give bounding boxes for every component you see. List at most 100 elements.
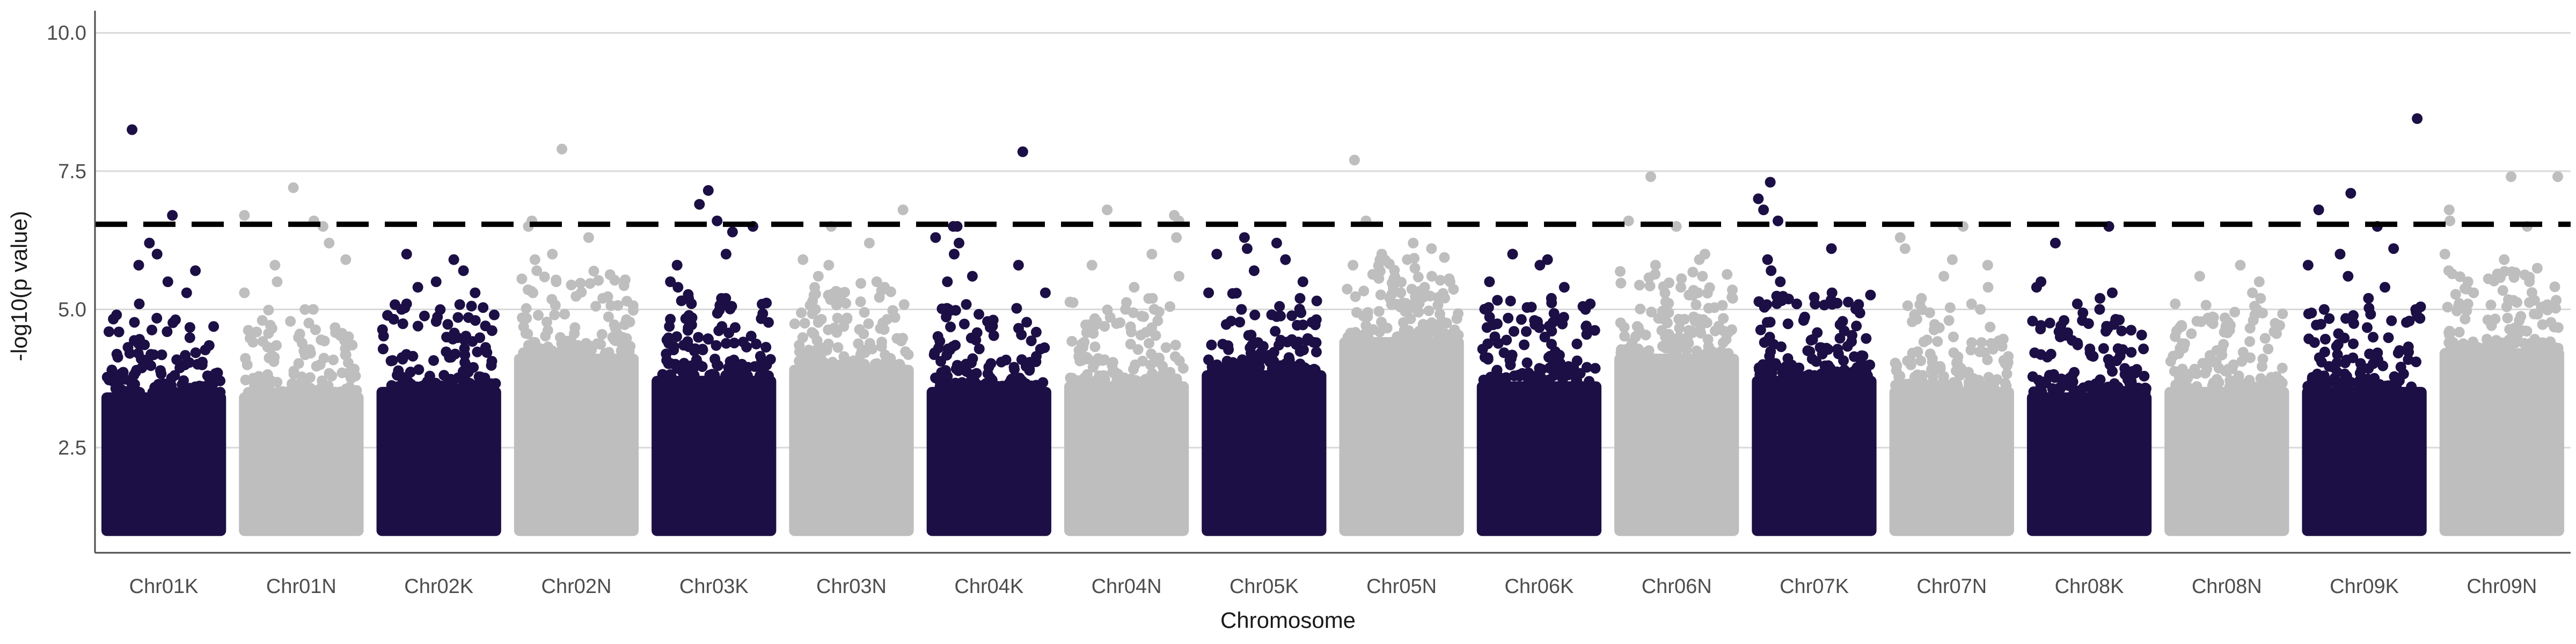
data-point [2411,356,2421,368]
data-point [1690,299,1702,310]
data-point [1146,322,1158,333]
data-point [2398,368,2409,379]
data-point [539,272,550,282]
data-point [1132,344,1144,355]
data-point [124,348,135,359]
data-point [2389,379,2400,390]
data-point [1311,346,1322,357]
data-point [686,312,698,324]
data-point [330,386,341,398]
data-point [299,349,311,361]
data-point [1801,370,1812,382]
data-point [2485,299,2497,311]
data-point [463,367,474,378]
data-point [729,322,741,333]
data-point [1792,367,1803,377]
data-point [2339,332,2350,343]
data-point [1231,288,1242,299]
data-point [2127,386,2139,398]
data-point [1311,295,1322,306]
data-point [1896,379,1907,391]
data-point [1498,347,1510,358]
data-point [1865,289,1876,301]
data-point [1373,306,1385,317]
x-tick-label: Chr09K [2330,575,2399,598]
top-hit-point [1943,315,1955,326]
data-point [855,278,867,289]
data-point [1966,337,1978,348]
x-tick-label: Chr05N [1366,575,1437,598]
data-point [2027,316,2038,327]
data-point [2339,368,2351,379]
top-hit-point [2412,113,2423,124]
top-hit-point [967,270,978,282]
data-point [1948,331,1959,342]
data-point [2315,319,2326,330]
top-hit-point [127,124,138,135]
data-point [682,336,693,347]
data-point [2550,303,2562,314]
data-point [1293,336,1304,348]
top-hit-point [2439,248,2450,260]
top-hit-point [401,248,412,260]
data-point [1521,357,1533,368]
data-point [1170,340,1181,350]
top-hit-point [2050,237,2061,248]
top-hit-point [671,260,683,271]
data-point [174,362,186,374]
top-hit-point [863,237,875,248]
data-point [1951,365,1962,376]
data-point [208,321,219,332]
data-point [1417,320,1429,332]
data-point [1674,335,1686,347]
data-point [1246,364,1257,376]
data-point [1934,322,1945,333]
x-tick-label: Chr01K [129,575,199,598]
data-point [324,368,335,379]
data-point [2236,356,2248,367]
data-point [147,324,157,335]
data-point [377,343,389,355]
data-point [935,381,946,392]
data-point [2095,374,2106,385]
data-point [113,326,125,338]
data-point [663,332,674,343]
data-point [405,367,416,378]
top-hit-point [1271,237,1282,248]
data-point [1403,325,1414,336]
data-point [1423,305,1435,317]
data-point [559,309,570,320]
data-point [1660,342,1672,354]
data-point [2219,312,2230,324]
data-point [1253,337,1264,348]
data-point [2001,368,2012,379]
chromosome-group-Chr09N [2439,171,2564,536]
data-point [965,369,977,380]
data-point [1722,269,1733,280]
top-hit-point [1758,204,1769,215]
data-point [1413,306,1424,318]
data-point [1619,331,1630,342]
chromosome-group-Chr02N [514,143,639,536]
data-point [1306,317,1318,328]
top-hit-point [528,287,539,298]
data-point [823,324,834,335]
top-hit-point [665,276,676,287]
chromosome-group-Chr04K [926,146,1051,536]
x-tick-label: Chr05K [1230,575,1299,598]
data-point [712,359,723,370]
data-point [2084,343,2096,355]
dense-points-Chr08K [2026,392,2152,536]
data-point [1640,330,1651,341]
data-point [1144,338,1154,349]
data-point [1571,338,1583,349]
top-hit-point [720,248,731,260]
data-point [466,301,477,312]
top-hit-point [712,215,723,226]
data-point [576,287,587,298]
data-point [484,379,495,390]
data-point [584,278,596,289]
data-point [2069,367,2080,378]
data-point [1856,358,1868,369]
top-hit-point [1120,304,1131,315]
